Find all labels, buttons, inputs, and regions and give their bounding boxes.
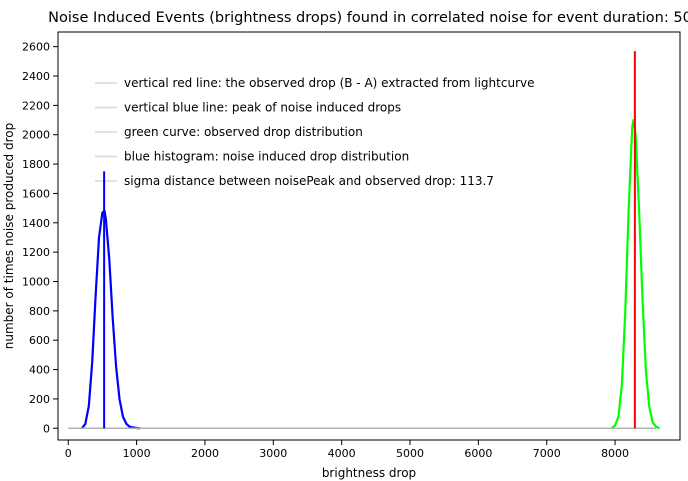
y-tick-label: 800 [29,305,50,318]
y-tick-label: 2000 [22,129,50,142]
y-tick-label: 0 [43,422,50,435]
y-tick-label: 1200 [22,246,50,259]
y-tick-label: 1600 [22,187,50,200]
legend-entry: green curve: observed drop distribution [124,125,363,139]
x-tick-label: 5000 [396,447,424,460]
legend-entry: sigma distance between noisePeak and obs… [124,174,494,188]
x-tick-label: 1000 [123,447,151,460]
legend-entry: vertical blue line: peak of noise induce… [124,101,401,115]
x-tick-label: 4000 [328,447,356,460]
legend-entry: vertical red line: the observed drop (B … [124,76,534,90]
y-tick-label: 200 [29,393,50,406]
y-axis-label: number of times noise produced drop [2,123,16,349]
x-tick-label: 7000 [533,447,561,460]
y-tick-label: 2200 [22,99,50,112]
x-tick-label: 2000 [191,447,219,460]
chart-title: Noise Induced Events (brightness drops) … [48,10,688,26]
series-line-0 [81,210,141,430]
x-tick-label: 3000 [259,447,287,460]
legend-entry: blue histogram: noise induced drop distr… [124,150,409,164]
y-tick-label: 600 [29,334,50,347]
x-tick-label: 0 [65,447,72,460]
x-tick-label: 6000 [464,447,492,460]
y-tick-label: 2400 [22,70,50,83]
x-axis-label: brightness drop [322,466,416,480]
y-tick-label: 400 [29,364,50,377]
y-tick-label: 1000 [22,275,50,288]
y-tick-label: 1800 [22,158,50,171]
x-tick-label: 8000 [601,447,629,460]
y-tick-label: 2600 [22,41,50,54]
y-tick-label: 1400 [22,217,50,230]
plot-frame [57,31,681,441]
